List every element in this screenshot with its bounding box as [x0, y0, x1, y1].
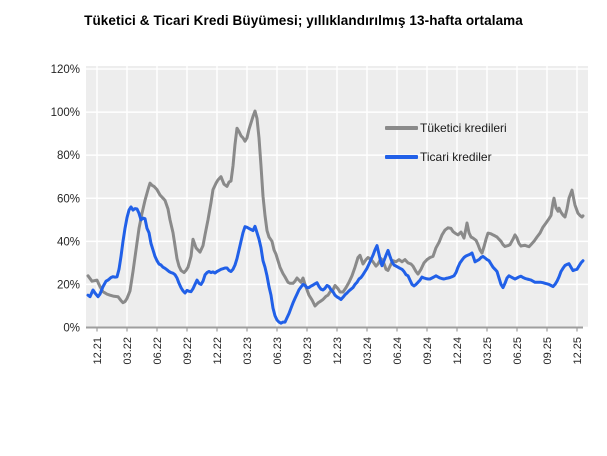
y-axis-label: 120%	[51, 64, 80, 76]
y-axis-label: 40%	[57, 236, 80, 248]
x-axis-label: 03.24	[362, 337, 374, 365]
x-axis-label: 09.23	[302, 337, 314, 365]
x-axis-label: 09.25	[542, 337, 554, 365]
chart-title: Tüketici & Ticari Kredi Büyümesi; yıllık…	[84, 13, 523, 28]
x-axis-label: 09.24	[422, 337, 434, 365]
x-axis-label: 03.25	[482, 337, 494, 365]
legend-label-tuketici: Tüketici kredileri	[420, 121, 507, 135]
x-axis-label: 09.22	[182, 337, 194, 365]
x-axis-label: 06.23	[272, 337, 284, 365]
x-axis-label: 12.22	[212, 337, 224, 365]
x-axis-label: 12.24	[452, 337, 464, 365]
x-axis-label: 06.24	[392, 337, 404, 365]
y-axis-label: 100%	[51, 107, 80, 119]
x-axis-label: 12.25	[572, 337, 584, 365]
x-axis-label: 06.25	[512, 337, 524, 365]
x-axis-label: 03.23	[242, 337, 254, 365]
y-axis-label: 0%	[63, 323, 80, 335]
tuketici-kredileri-line	[86, 109, 585, 308]
x-axis-label: 06.22	[152, 337, 164, 365]
y-axis-label: 60%	[57, 193, 80, 205]
ticari-line-swatch-icon	[385, 155, 418, 159]
y-axis-label: 20%	[57, 279, 80, 291]
chart-legend: Tüketici kredileri Ticari krediler	[385, 120, 507, 178]
x-axis-label: 12.23	[332, 337, 344, 365]
y-axis-label: 80%	[57, 150, 80, 162]
legend-item-tuketici: Tüketici kredileri	[385, 120, 507, 136]
legend-label-ticari: Ticari krediler	[420, 150, 492, 164]
x-axis-label: 03.22	[122, 337, 134, 365]
legend-item-ticari: Ticari krediler	[385, 149, 507, 165]
tuketici-line-swatch-icon	[385, 126, 418, 130]
x-axis-label: 12.21	[92, 337, 104, 365]
ticari-krediler-line	[86, 205, 585, 325]
